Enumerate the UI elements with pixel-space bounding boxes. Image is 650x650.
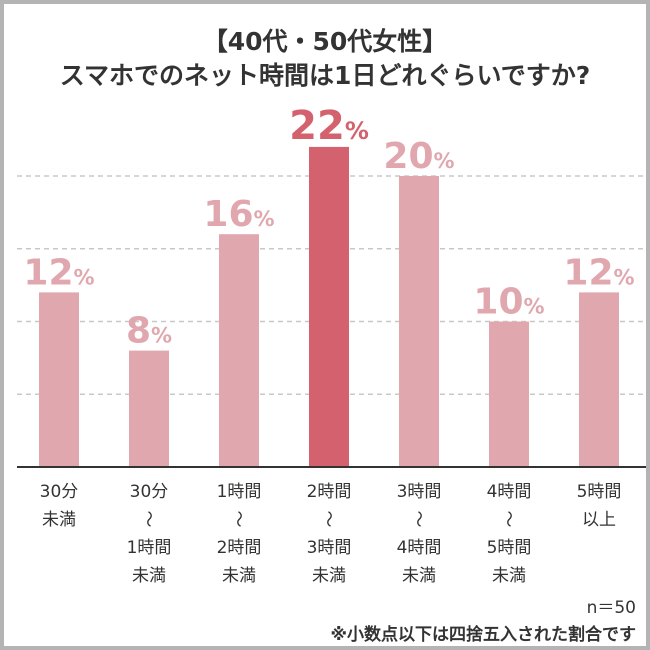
sample-size-note: n＝50 bbox=[587, 598, 636, 618]
category-label: 〜 bbox=[228, 511, 248, 528]
data-label-unit: % bbox=[254, 207, 275, 231]
chart-title-line-2: スマホでのネット時間は1日どれぐらいですか? bbox=[60, 61, 590, 90]
category-label: 2時間 bbox=[307, 482, 352, 502]
data-label: 22% bbox=[289, 103, 369, 149]
category-label: 1時間 bbox=[127, 538, 172, 558]
category-label: 未満 bbox=[312, 566, 346, 586]
data-label: 8% bbox=[126, 311, 172, 352]
category-label: 1時間 bbox=[217, 482, 262, 502]
data-label-value: 12 bbox=[563, 252, 613, 293]
bar bbox=[219, 234, 259, 467]
category-label: 〜 bbox=[408, 511, 428, 528]
category-label: 以上 bbox=[582, 510, 616, 530]
bar bbox=[579, 292, 619, 467]
category-label: 未満 bbox=[492, 566, 526, 586]
data-label: 10% bbox=[473, 282, 544, 323]
category-label: 未満 bbox=[402, 566, 436, 586]
data-label-value: 10 bbox=[473, 282, 523, 323]
data-label-unit: % bbox=[434, 149, 455, 173]
category-label: 5時間 bbox=[487, 538, 532, 558]
bar bbox=[489, 321, 529, 467]
chart-title-line-1: 【40代・50代女性】 bbox=[203, 27, 448, 56]
data-label-value: 16 bbox=[203, 194, 253, 235]
category-label: 〜 bbox=[498, 511, 518, 528]
data-label-unit: % bbox=[614, 265, 635, 289]
category-label: 未満 bbox=[132, 566, 166, 586]
category-label: 4時間 bbox=[487, 482, 532, 502]
category-label: 〜 bbox=[138, 511, 158, 528]
data-label: 12% bbox=[23, 252, 94, 293]
data-label-unit: % bbox=[74, 265, 95, 289]
data-label: 16% bbox=[203, 194, 274, 235]
data-label-value: 20 bbox=[383, 136, 433, 177]
data-label-value: 12 bbox=[23, 252, 73, 293]
category-label: 3時間 bbox=[397, 482, 442, 502]
data-label-unit: % bbox=[345, 117, 369, 145]
data-label-value: 8 bbox=[126, 311, 151, 352]
bar bbox=[399, 176, 439, 467]
bar bbox=[309, 146, 349, 467]
category-label: 〜 bbox=[318, 511, 338, 528]
category-label: 5時間 bbox=[577, 482, 622, 502]
category-label: 未満 bbox=[42, 510, 76, 530]
data-label: 20% bbox=[383, 136, 454, 177]
category-label: 未満 bbox=[222, 566, 256, 586]
category-label: 4時間 bbox=[397, 538, 442, 558]
category-label: 30分 bbox=[40, 482, 79, 502]
data-label: 12% bbox=[563, 252, 634, 293]
bar bbox=[129, 350, 169, 467]
rounding-footnote: ※小数点以下は四捨五入された割合です bbox=[330, 624, 636, 645]
bar bbox=[39, 292, 79, 467]
data-label-unit: % bbox=[524, 295, 545, 319]
category-label: 3時間 bbox=[307, 538, 352, 558]
data-label-unit: % bbox=[151, 324, 172, 348]
category-label: 2時間 bbox=[217, 538, 262, 558]
data-label-value: 22 bbox=[289, 103, 345, 149]
category-label: 30分 bbox=[130, 482, 169, 502]
